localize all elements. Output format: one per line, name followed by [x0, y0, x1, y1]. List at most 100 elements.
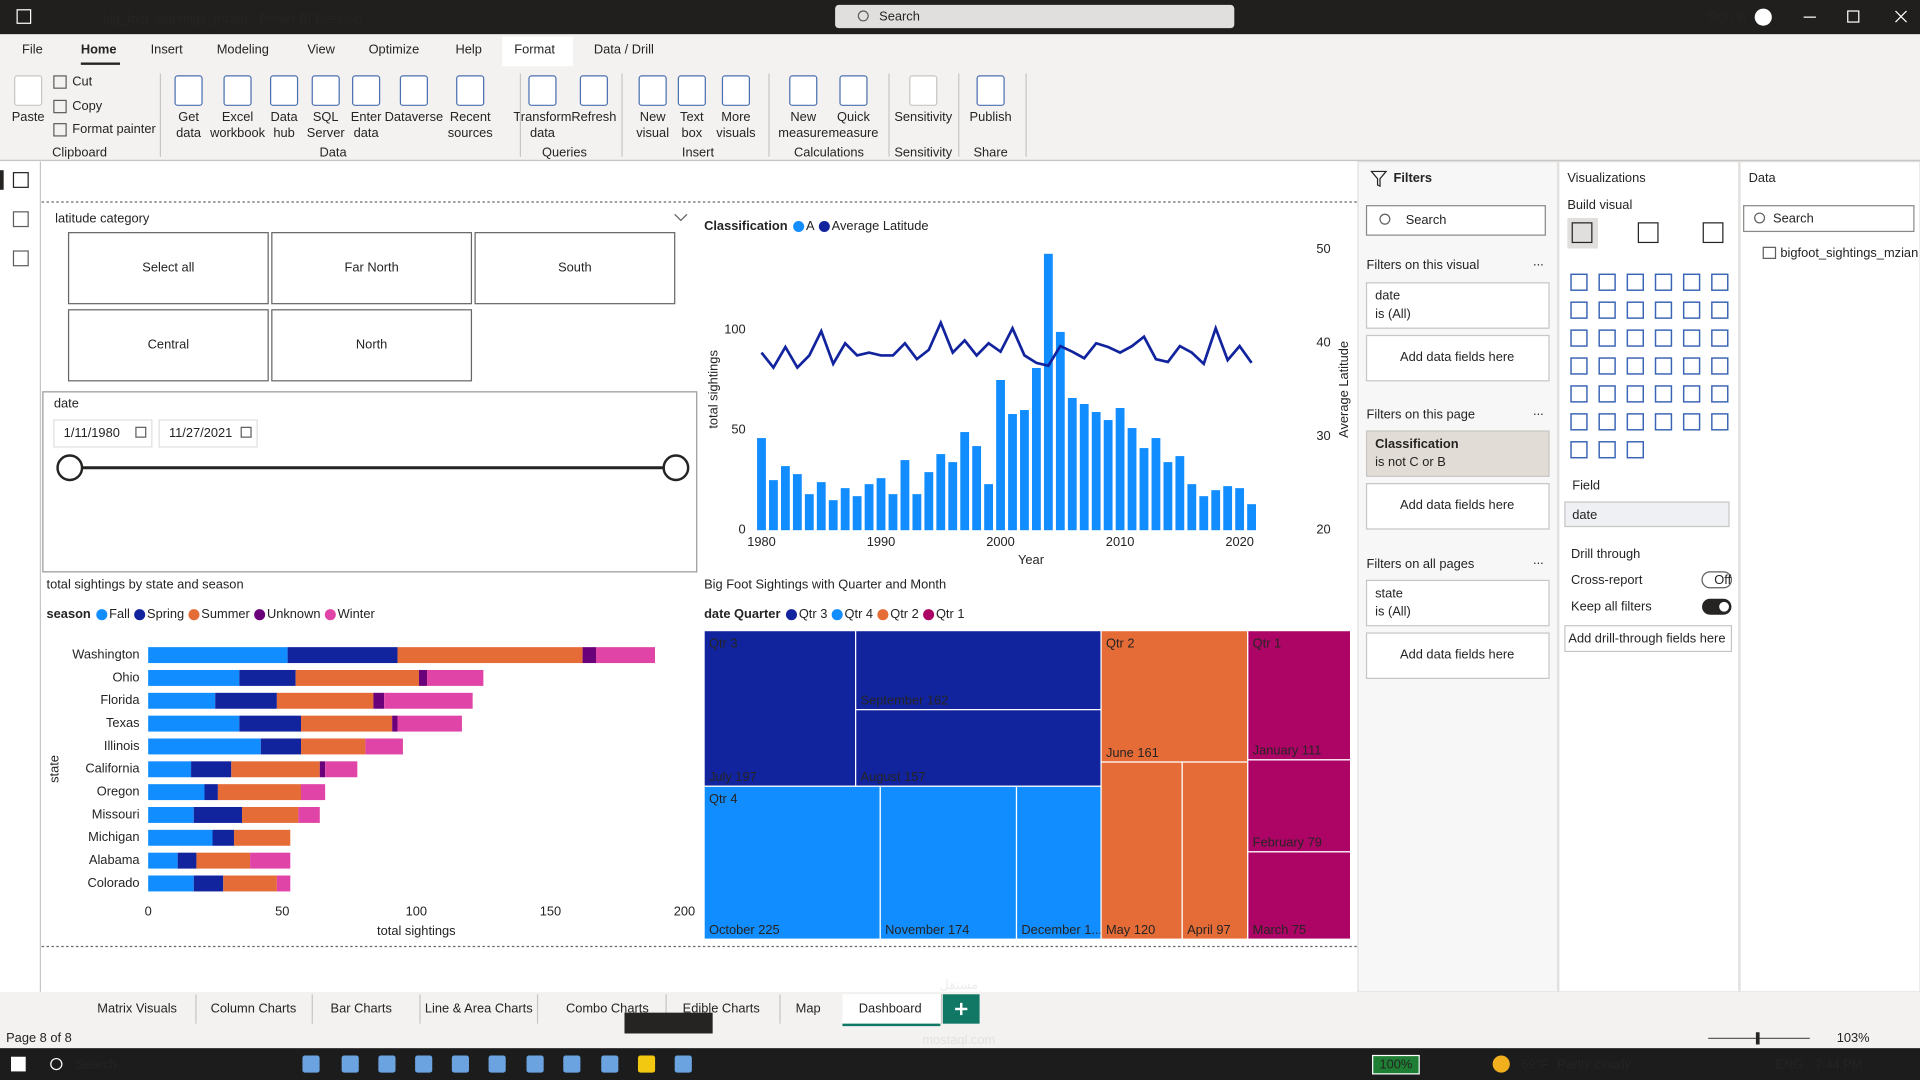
maximize[interactable]	[1847, 10, 1860, 23]
visual-type-icon[interactable]	[1654, 413, 1673, 431]
taskbar-app[interactable]	[488, 1055, 506, 1073]
ribbon-button-label[interactable]: Cut	[72, 73, 92, 88]
visual-type-icon[interactable]	[1626, 301, 1644, 319]
taskbar-app[interactable]	[526, 1055, 544, 1073]
page-tab[interactable]: Map	[796, 1000, 821, 1015]
filter-card[interactable]	[1365, 579, 1550, 627]
filter-card[interactable]	[1365, 430, 1550, 477]
ribbon-button-label[interactable]: Data	[271, 109, 299, 124]
ribbon-button-label[interactable]: More	[721, 109, 750, 124]
slicer-option[interactable]	[474, 232, 676, 305]
visual-type-icon[interactable]	[1570, 273, 1588, 291]
taskbar-app[interactable]	[415, 1055, 433, 1073]
ribbon-button-label[interactable]: Transform	[513, 109, 571, 124]
ribbon-button-label[interactable]: New	[790, 109, 816, 124]
ribbon-button-label[interactable]: Copy	[72, 98, 103, 113]
build-tab-icon[interactable]	[1571, 222, 1593, 244]
visual-type-icon[interactable]	[1598, 441, 1616, 459]
visual-type-icon[interactable]	[1626, 441, 1644, 459]
slicer-option-label[interactable]: North	[356, 337, 387, 352]
slicer-option-label[interactable]: Central	[148, 337, 189, 352]
visual-type-icon[interactable]	[1711, 357, 1729, 375]
visual-type-icon[interactable]	[1598, 357, 1616, 375]
visual-type-icon[interactable]	[1711, 301, 1729, 319]
ribbon-button-label[interactable]: Get	[178, 109, 199, 124]
ribbon-button-label[interactable]: Publish	[970, 109, 1012, 124]
ribbon-button-label[interactable]: New	[640, 109, 666, 124]
visual-type-icon[interactable]	[1626, 413, 1644, 431]
data-search[interactable]	[1743, 205, 1915, 233]
ribbon-button-label[interactable]: Enter	[351, 109, 382, 124]
ribbon-tab[interactable]: File	[22, 42, 43, 57]
visual-type-icon[interactable]	[1654, 385, 1673, 403]
ribbon-button-label[interactable]: Refresh	[571, 109, 616, 124]
visual-type-icon[interactable]	[1654, 329, 1673, 347]
ribbon-button-label[interactable]: Server	[307, 125, 346, 140]
ribbon-button-label[interactable]: measure	[828, 125, 878, 140]
ribbon-button-label[interactable]: box	[681, 125, 702, 140]
view-icon[interactable]	[12, 211, 29, 228]
taskbar-app[interactable]	[302, 1055, 320, 1073]
visual-type-icon[interactable]	[1682, 301, 1701, 319]
taskbar-app[interactable]	[451, 1055, 469, 1073]
ribbon-button-label[interactable]: SQL	[313, 109, 339, 124]
taskbar-app[interactable]	[674, 1055, 692, 1073]
filter-card[interactable]	[1365, 282, 1550, 329]
page-tab[interactable]: Line & Area Charts	[425, 1000, 533, 1015]
taskbar-app[interactable]	[637, 1055, 656, 1073]
slicer-option[interactable]	[271, 232, 473, 305]
ribbon-button-label[interactable]: sources	[448, 125, 493, 140]
page-tab[interactable]: Dashboard	[859, 1000, 922, 1015]
visual-type-icon[interactable]	[1711, 413, 1729, 431]
add-fields[interactable]	[1365, 483, 1550, 530]
ribbon-button-label[interactable]: visuals	[716, 125, 755, 140]
ribbon-tab[interactable]: Insert	[151, 42, 184, 57]
ribbon-button-label[interactable]: visual	[636, 125, 669, 140]
ribbon-button-label[interactable]: hub	[273, 125, 294, 140]
ribbon-button-label[interactable]: Text	[680, 109, 704, 124]
ribbon-tab[interactable]: Optimize	[369, 42, 420, 57]
visual-type-icon[interactable]	[1682, 385, 1701, 403]
page-tab[interactable]: Bar Charts	[331, 1000, 392, 1015]
page-tab[interactable]: Combo Charts	[566, 1000, 649, 1015]
page-tab[interactable]: Matrix Visuals	[97, 1000, 177, 1015]
visual-type-icon[interactable]	[1682, 357, 1701, 375]
visual-type-icon[interactable]	[1570, 301, 1588, 319]
visual-type-icon[interactable]	[1626, 385, 1644, 403]
visual-type-icon[interactable]	[1570, 357, 1588, 375]
sign-in[interactable]: Sign in	[1707, 9, 1746, 24]
visual-type-icon[interactable]	[1682, 413, 1701, 431]
ribbon-button-label[interactable]: Paste	[12, 109, 45, 124]
taskbar-app[interactable]	[378, 1055, 396, 1073]
visual-type-icon[interactable]	[1654, 301, 1673, 319]
ribbon-tab[interactable]: Format	[514, 42, 555, 57]
visual-type-icon[interactable]	[1654, 357, 1673, 375]
visual-type-icon[interactable]	[1570, 385, 1588, 403]
ribbon-button-label[interactable]: workbook	[209, 125, 266, 140]
ribbon-button-label[interactable]: Format painter	[72, 121, 156, 136]
visual-type-icon[interactable]	[1626, 357, 1644, 375]
ribbon-tab[interactable]: Help	[456, 42, 482, 57]
filter-search[interactable]	[1365, 205, 1546, 236]
visual-type-icon[interactable]	[1682, 273, 1701, 291]
slicer-option-label[interactable]: Select all	[142, 260, 194, 275]
ribbon-button-label[interactable]: Excel	[222, 109, 253, 124]
slicer-option[interactable]	[67, 309, 269, 382]
visual-type-icon[interactable]	[1570, 329, 1588, 347]
visual-type-icon[interactable]	[1711, 329, 1729, 347]
visual-type-icon[interactable]	[1711, 273, 1729, 291]
slicer-option[interactable]	[271, 309, 473, 382]
start-icon[interactable]	[11, 1056, 26, 1072]
ribbon-tab[interactable]: Data / Drill	[594, 42, 654, 57]
add-fields[interactable]	[1365, 334, 1550, 382]
build-tab-icon[interactable]	[1702, 222, 1724, 244]
taskbar-app[interactable]	[563, 1055, 581, 1073]
visual-type-icon[interactable]	[1570, 413, 1588, 431]
ribbon-button-label[interactable]: measure	[778, 125, 828, 140]
visual-type-icon[interactable]	[1626, 273, 1644, 291]
visual-type-icon[interactable]	[1682, 329, 1701, 347]
visual-type-icon[interactable]	[1654, 273, 1673, 291]
ribbon-button-label[interactable]: data	[176, 125, 202, 140]
ribbon-button-label[interactable]: Sensitivity	[894, 109, 952, 124]
ribbon-tab[interactable]: Modeling	[217, 42, 269, 57]
